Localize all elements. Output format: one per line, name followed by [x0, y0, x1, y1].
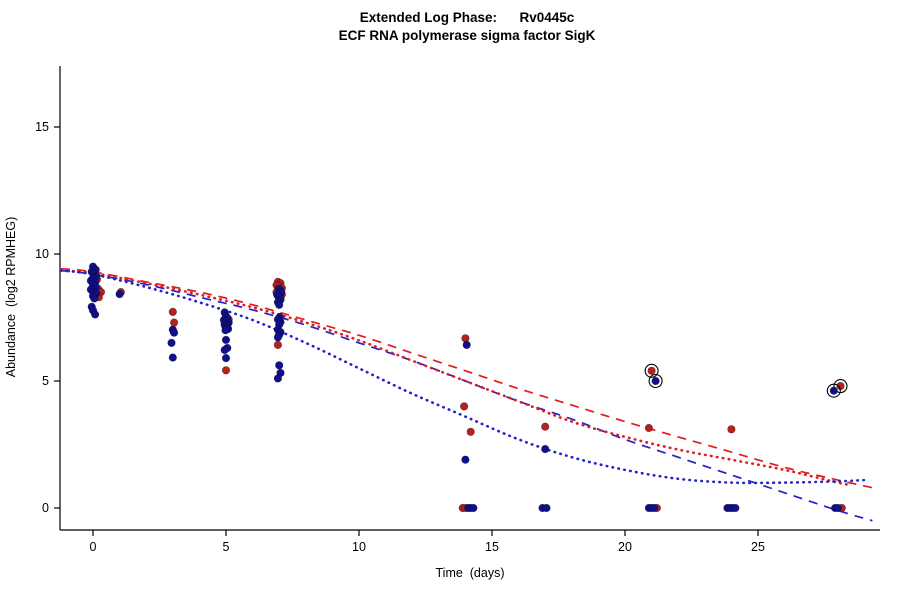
axis-tick-labels: 0 5 10 15 20 25 0 5 10 15 — [35, 120, 765, 554]
outlier-point — [651, 376, 660, 386]
data-point — [221, 354, 231, 363]
data-point — [275, 300, 284, 309]
data-point — [466, 427, 475, 436]
chart-title: Extended Log Phase: Rv0445c — [360, 10, 575, 25]
outlier-point — [829, 386, 838, 395]
axes — [59, 66, 880, 531]
data-point — [90, 294, 99, 303]
x-tick-label: 20 — [618, 540, 632, 554]
red-points — [90, 275, 846, 513]
data-point — [170, 328, 179, 337]
y-tick-label: 10 — [35, 247, 49, 261]
red-dotted-fit — [59, 269, 853, 487]
y-axis-label: Abundance (log2 RPMHEG) — [4, 217, 18, 378]
data-point — [221, 335, 231, 345]
y-tick-label: 5 — [42, 374, 49, 388]
data-point — [461, 334, 470, 343]
data-point — [727, 425, 736, 434]
x-tick-label: 5 — [223, 540, 230, 554]
x-tick-label: 15 — [485, 540, 499, 554]
x-tick-label: 0 — [90, 540, 97, 554]
data-point — [541, 445, 550, 454]
x-axis-label: Time (days) — [436, 566, 505, 580]
data-point — [461, 455, 470, 464]
data-point — [833, 503, 842, 513]
data-point — [542, 503, 551, 513]
y-tick-label: 15 — [35, 120, 49, 134]
outlier-ring-icon — [648, 373, 663, 389]
data-point — [90, 310, 100, 319]
outlier-ring-icon — [826, 383, 841, 398]
data-point — [170, 318, 179, 327]
data-point — [541, 422, 550, 431]
chart-subtitle: ECF RNA polymerase sigma factor SigK — [339, 28, 596, 43]
data-point — [273, 340, 283, 350]
data-point — [221, 366, 231, 375]
outlier-points — [644, 363, 848, 398]
axis-ticks — [54, 126, 759, 536]
data-point — [644, 423, 654, 433]
data-point — [273, 374, 283, 383]
data-point — [221, 326, 230, 335]
data-point — [115, 290, 124, 299]
data-point — [731, 503, 740, 513]
data-point — [650, 503, 659, 513]
x-tick-label: 10 — [352, 540, 366, 554]
data-point — [469, 503, 478, 513]
data-point — [462, 340, 471, 350]
blue-dotted-fit — [59, 269, 866, 485]
data-point — [168, 307, 177, 317]
blue-points — [86, 262, 842, 513]
x-tick-label: 25 — [751, 540, 765, 554]
red-dashed-fit — [61, 267, 873, 489]
data-point — [220, 345, 229, 355]
data-point — [275, 361, 284, 370]
outlier-point — [647, 366, 656, 375]
data-point — [168, 353, 177, 362]
data-point — [273, 333, 283, 342]
data-point — [167, 338, 176, 348]
y-tick-label: 0 — [42, 501, 49, 515]
data-point — [460, 402, 469, 411]
outlier-ring-icon — [644, 363, 659, 378]
